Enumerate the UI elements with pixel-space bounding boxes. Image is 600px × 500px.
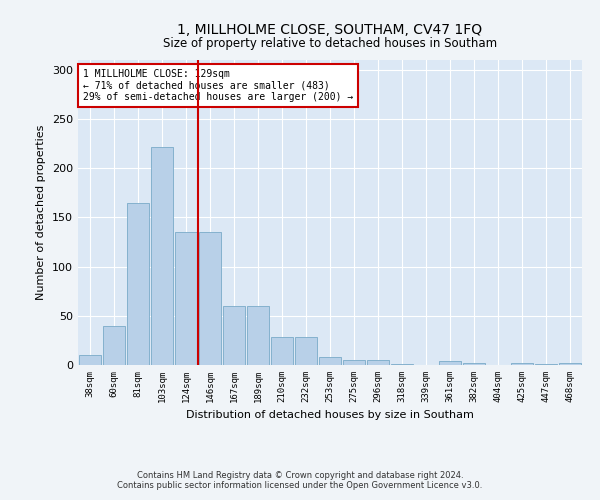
X-axis label: Distribution of detached houses by size in Southam: Distribution of detached houses by size … bbox=[186, 410, 474, 420]
Bar bbox=[559, 363, 581, 365]
Bar bbox=[127, 202, 149, 365]
Bar bbox=[151, 146, 173, 365]
Text: 1 MILLHOLME CLOSE: 129sqm
← 71% of detached houses are smaller (483)
29% of semi: 1 MILLHOLME CLOSE: 129sqm ← 71% of detac… bbox=[83, 69, 353, 102]
Bar bbox=[103, 326, 125, 365]
Bar bbox=[295, 338, 317, 365]
Bar bbox=[511, 363, 533, 365]
Bar bbox=[271, 338, 293, 365]
Bar bbox=[175, 232, 197, 365]
Text: Size of property relative to detached houses in Southam: Size of property relative to detached ho… bbox=[163, 38, 497, 51]
Bar bbox=[367, 360, 389, 365]
Text: 1, MILLHOLME CLOSE, SOUTHAM, CV47 1FQ: 1, MILLHOLME CLOSE, SOUTHAM, CV47 1FQ bbox=[178, 22, 482, 36]
Bar bbox=[199, 232, 221, 365]
Bar bbox=[535, 364, 557, 365]
Bar bbox=[463, 363, 485, 365]
Bar bbox=[439, 361, 461, 365]
Bar bbox=[343, 360, 365, 365]
Bar bbox=[391, 364, 413, 365]
Y-axis label: Number of detached properties: Number of detached properties bbox=[37, 125, 46, 300]
Text: Contains HM Land Registry data © Crown copyright and database right 2024.
Contai: Contains HM Land Registry data © Crown c… bbox=[118, 470, 482, 490]
Bar bbox=[319, 357, 341, 365]
Bar bbox=[79, 355, 101, 365]
Bar bbox=[223, 306, 245, 365]
Bar bbox=[247, 306, 269, 365]
